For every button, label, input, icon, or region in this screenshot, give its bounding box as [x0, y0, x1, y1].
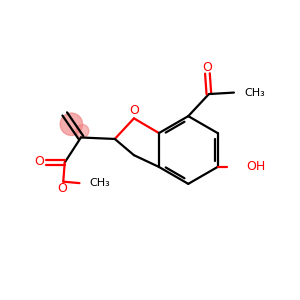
- Circle shape: [76, 124, 89, 137]
- Text: O: O: [130, 104, 140, 118]
- Text: CH₃: CH₃: [90, 178, 110, 188]
- Text: O: O: [58, 182, 68, 195]
- Text: CH₃: CH₃: [244, 88, 265, 98]
- Text: OH: OH: [246, 160, 266, 173]
- Circle shape: [60, 113, 82, 135]
- Text: O: O: [202, 61, 212, 74]
- Text: O: O: [34, 155, 44, 168]
